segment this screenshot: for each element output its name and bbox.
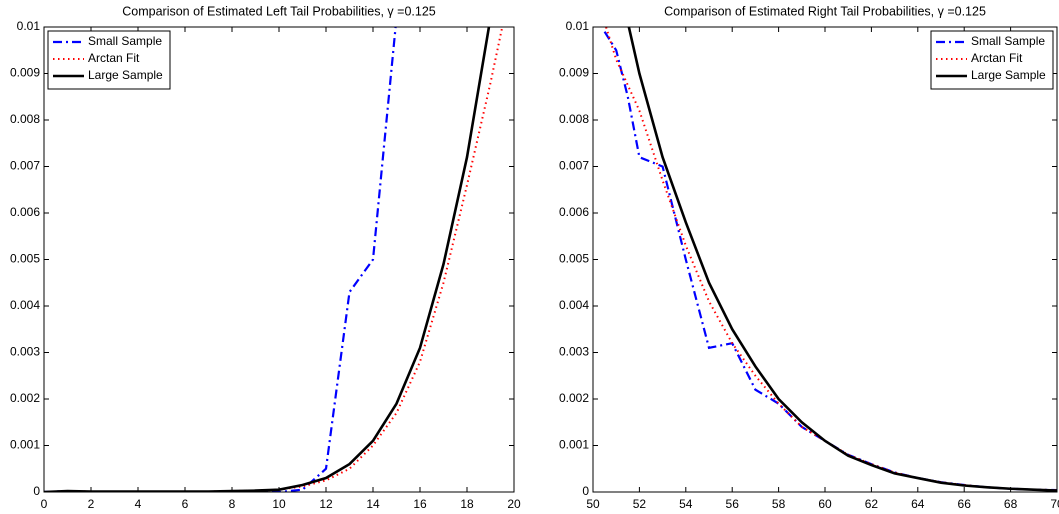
y-tick-label: 0.009: [559, 66, 589, 80]
y-tick-label: 0.007: [559, 159, 589, 173]
x-tick-label: 18: [460, 497, 474, 511]
y-tick-label: 0.01: [17, 19, 41, 33]
legend: Small Sample Arctan Fit Large Sample: [47, 30, 171, 90]
x-tick-label: 8: [229, 497, 236, 511]
y-tick-label: 0.002: [559, 391, 589, 405]
x-tick-label: 20: [507, 497, 521, 511]
x-tick-label: 56: [726, 497, 740, 511]
legend-label: Large Sample: [971, 68, 1046, 82]
x-tick-label: 68: [1004, 497, 1018, 511]
y-tick-label: 0.008: [10, 112, 40, 126]
x-tick-label: 0: [41, 497, 48, 511]
y-tick-label: 0.005: [559, 252, 589, 266]
y-tick-label: 0.002: [10, 391, 40, 405]
plot-area: [593, 27, 1057, 492]
lines: [603, 27, 1057, 492]
y-tick-label: 0.008: [559, 112, 589, 126]
y-tick-label: 0.003: [10, 345, 40, 359]
x-tick-label: 4: [135, 497, 142, 511]
y-tick-label: 0.001: [10, 438, 40, 452]
legend-label: Large Sample: [88, 68, 163, 82]
legend-label: Small Sample: [88, 34, 162, 48]
chart-title: Comparison of Estimated Right Tail Proba…: [664, 4, 986, 18]
y-tick-label: 0.009: [10, 66, 40, 80]
y-tick-label: 0: [582, 484, 589, 498]
legend-label: Arctan Fit: [971, 51, 1023, 65]
axes-frame: [43, 26, 515, 493]
x-tick-label: 60: [818, 497, 832, 511]
x-tick-label: 10: [272, 497, 286, 511]
x-tick-label: 58: [772, 497, 786, 511]
x-tick-label: 52: [633, 497, 647, 511]
x-tick-label: 50: [586, 497, 600, 511]
x-tick-label: 14: [366, 497, 380, 511]
x-tick-label: 6: [182, 497, 189, 511]
legend-label: Small Sample: [971, 34, 1045, 48]
y-tick-label: 0.007: [10, 159, 40, 173]
legend-label: Arctan Fit: [88, 51, 140, 65]
x-tick-label: 64: [911, 497, 925, 511]
plot-area: [44, 27, 514, 492]
x-tick-label: 62: [865, 497, 879, 511]
axes-frame: [592, 26, 1058, 493]
y-tick-label: 0.006: [559, 205, 589, 219]
y-tick-label: 0.005: [10, 252, 40, 266]
y-tick-label: 0.003: [559, 345, 589, 359]
y-tick-label: 0.004: [559, 298, 589, 312]
y-tick-label: 0.001: [559, 438, 589, 452]
y-tick-label: 0.004: [10, 298, 40, 312]
legend: Small Sample Arctan Fit Large Sample: [930, 30, 1054, 90]
subplot: Comparison of Estimated Left Tail Probab…: [10, 4, 521, 511]
x-tick-label: 66: [958, 497, 972, 511]
x-tick-label: 70: [1050, 497, 1059, 511]
y-tick-label: 0.006: [10, 205, 40, 219]
y-tick-label: 0.01: [566, 19, 590, 33]
y-tick-label: 0: [33, 484, 40, 498]
x-tick-label: 16: [413, 497, 427, 511]
subplot: Comparison of Estimated Right Tail Proba…: [559, 4, 1059, 511]
x-tick-label: 2: [88, 497, 95, 511]
x-tick-label: 12: [319, 497, 333, 511]
x-tick-label: 54: [679, 497, 693, 511]
chart-title: Comparison of Estimated Left Tail Probab…: [122, 4, 436, 18]
series-line: [627, 27, 1057, 492]
